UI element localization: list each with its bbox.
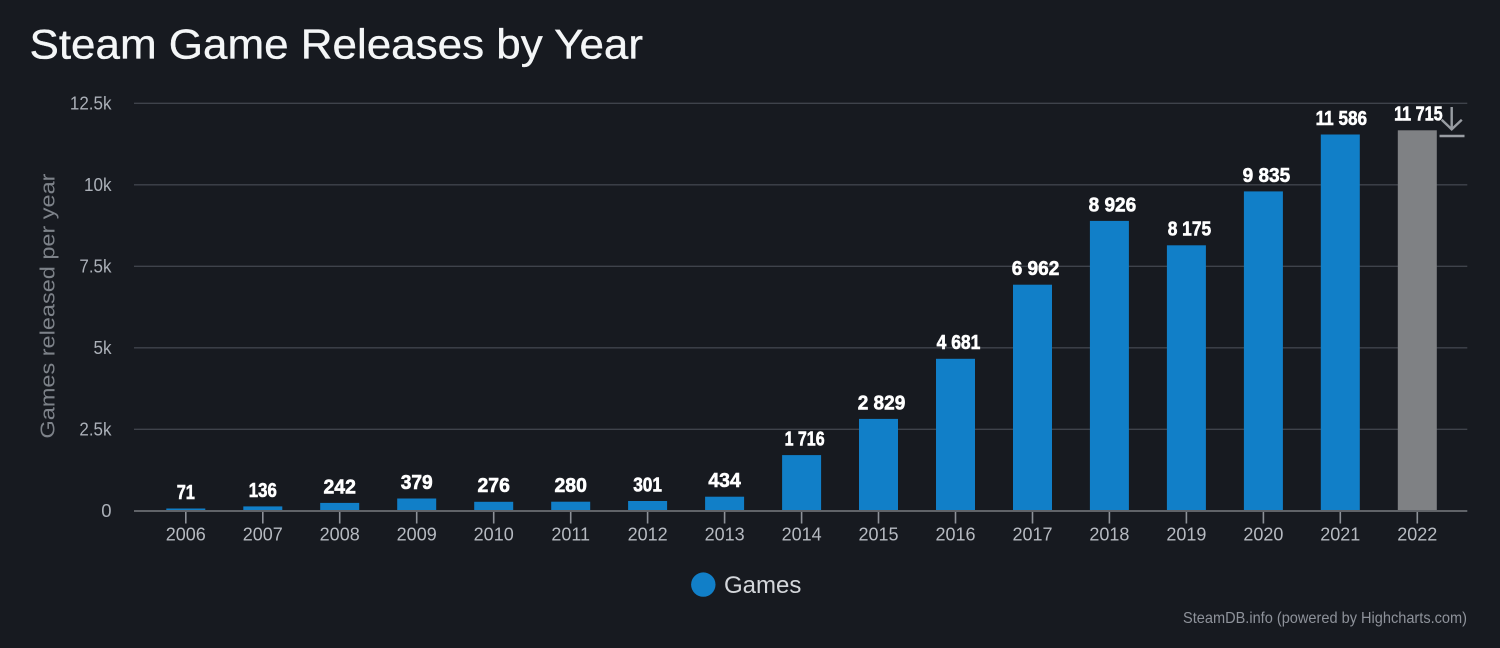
svg-text:2009: 2009	[397, 524, 437, 544]
svg-text:2.5k: 2.5k	[79, 419, 112, 440]
svg-text:2012: 2012	[628, 524, 668, 544]
svg-text:2020: 2020	[1243, 524, 1283, 544]
svg-text:2 829: 2 829	[858, 391, 906, 414]
svg-text:2016: 2016	[935, 524, 975, 544]
svg-text:2010: 2010	[474, 524, 514, 544]
svg-text:136: 136	[249, 479, 277, 502]
svg-text:11 586: 11 586	[1316, 107, 1368, 130]
svg-text:2015: 2015	[858, 524, 898, 544]
svg-text:12.5k: 12.5k	[70, 93, 112, 114]
svg-text:6 962: 6 962	[1012, 257, 1060, 280]
svg-text:276: 276	[478, 474, 510, 497]
svg-text:2022: 2022	[1397, 524, 1437, 544]
svg-text:7.5k: 7.5k	[79, 256, 112, 277]
svg-text:5k: 5k	[94, 337, 113, 358]
svg-text:2021: 2021	[1320, 524, 1360, 544]
svg-text:Games released per year: Games released per year	[38, 173, 60, 438]
svg-text:10k: 10k	[84, 174, 112, 195]
svg-text:242: 242	[324, 475, 356, 498]
svg-text:2017: 2017	[1012, 524, 1052, 544]
svg-text:379: 379	[401, 471, 433, 494]
svg-text:2011: 2011	[551, 524, 590, 544]
svg-text:0: 0	[101, 500, 111, 521]
svg-text:8 926: 8 926	[1089, 193, 1137, 216]
svg-text:2006: 2006	[166, 524, 206, 544]
svg-text:2014: 2014	[782, 524, 822, 544]
svg-text:9 835: 9 835	[1243, 164, 1291, 187]
svg-text:2007: 2007	[243, 524, 283, 544]
svg-text:SteamDB.info (powered by Highc: SteamDB.info (powered by Highcharts.com)	[1183, 610, 1467, 627]
svg-text:4 681: 4 681	[937, 331, 981, 354]
svg-text:2013: 2013	[705, 524, 745, 544]
svg-text:Steam Game Releases by Year: Steam Game Releases by Year	[30, 21, 644, 68]
svg-text:1 716: 1 716	[785, 428, 825, 451]
svg-text:2019: 2019	[1166, 524, 1206, 544]
svg-text:434: 434	[708, 469, 741, 492]
svg-text:Games: Games	[724, 572, 801, 599]
svg-text:301: 301	[633, 473, 662, 496]
svg-text:8 175: 8 175	[1168, 218, 1212, 241]
svg-text:280: 280	[555, 474, 587, 497]
svg-text:2018: 2018	[1089, 524, 1129, 544]
svg-text:2008: 2008	[320, 524, 360, 544]
svg-text:11 715: 11 715	[1394, 103, 1443, 126]
svg-text:71: 71	[177, 481, 195, 504]
